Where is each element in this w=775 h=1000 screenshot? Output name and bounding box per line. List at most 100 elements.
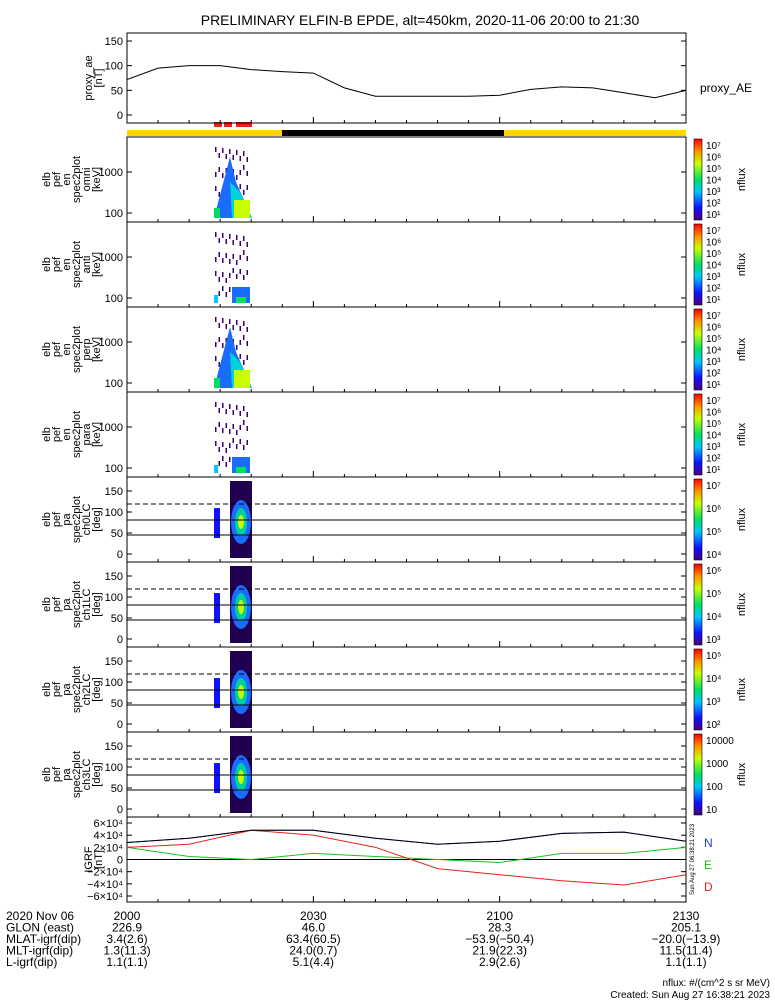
ytick-label: 0: [117, 855, 123, 867]
colorbar-tick: 10⁷: [706, 226, 721, 237]
ylabel-line: pa: [61, 598, 73, 611]
ytick-label: 1000: [99, 167, 123, 179]
colorbar-label: nflux: [736, 762, 748, 786]
ylabel-line: para: [81, 423, 93, 446]
ytick-label: 50: [111, 85, 123, 97]
ylabel-line: [deg]: [91, 762, 103, 786]
colorbar-tick: 10⁴: [706, 612, 721, 623]
ylabel-line: spec2plot: [71, 156, 83, 203]
colorbar-tick: 10³: [706, 635, 721, 646]
pitch-angle-flux: [214, 678, 220, 709]
colorbar-tick: 10³: [706, 357, 721, 368]
ylabel-line: [keV]: [91, 252, 103, 277]
panel-proxy-ae: proxy_ae[nT] 150 100 50 0 proxy_AE: [83, 32, 752, 124]
ytick-label: 6×10⁴: [93, 818, 123, 830]
panel-omni: elbpefenspec2plotomni[keV]100010010⁷10⁶1…: [41, 136, 748, 223]
colorbar-label: nflux: [736, 337, 748, 361]
colorbar-tick: 10⁴: [706, 431, 721, 442]
colorbar: [693, 648, 703, 731]
axis-row-label: L-igrf(dip): [6, 955, 57, 969]
colorbar: [693, 308, 703, 391]
axis-row-label: MLT-igrf(dip): [6, 944, 73, 958]
colorbar-tick: 10³: [706, 272, 721, 283]
axis-row-value: 2130: [673, 909, 700, 923]
ytick-label: 100: [105, 61, 123, 73]
colorbar: [693, 478, 703, 561]
ytick-label: −2×10⁴: [87, 867, 123, 879]
axis-row-value: 2030: [300, 909, 327, 923]
ytick-label: 50: [111, 783, 123, 795]
colorbar-label: nflux: [736, 507, 748, 531]
axis-row-value: 3.4(2.6): [106, 932, 147, 946]
ylabel-line: spec2plot: [71, 496, 83, 543]
colorbar-tick: 10⁵: [706, 164, 721, 175]
panel-frame: [126, 306, 687, 393]
ylabel-line: spec2plot: [71, 241, 83, 288]
ylabel-line: pa: [61, 768, 73, 781]
colorbar: [693, 563, 703, 646]
ylabel-line: elb: [41, 257, 53, 272]
colorbar-label: nflux: [736, 422, 748, 446]
ylabel-line: [keV]: [91, 167, 103, 192]
science-zone-marker: [214, 122, 222, 127]
colorbar-tick: 10³: [706, 187, 721, 198]
ylabel-line: pa: [61, 513, 73, 526]
colorbar-tick: 10²: [706, 284, 721, 295]
colorbar-tick: 10⁷: [706, 311, 721, 322]
axis-row-value: 1.1(1.1): [665, 955, 706, 969]
ylabel-line: elb: [41, 767, 53, 782]
colorbar-label: nflux: [736, 677, 748, 701]
footer-units: nflux: #/(cm^2 s sr MeV): [663, 978, 771, 989]
ytick-label: 150: [105, 571, 123, 583]
igrf-legend-N: N: [704, 836, 713, 850]
colorbar-tick: 10⁵: [706, 419, 721, 430]
ylabel-line: proxy_ae: [83, 55, 95, 100]
ylabel-line: spec2plot: [71, 411, 83, 458]
ytick-label: 150: [105, 656, 123, 668]
colorbar-tick: 10⁴: [706, 674, 721, 685]
ylabel-line: en: [61, 258, 73, 270]
colorbar-tick: 10¹: [706, 380, 721, 391]
axis-row-value: −20.0(−13.9): [652, 932, 721, 946]
ylabel-line: pef: [51, 511, 63, 527]
panel-frame: [126, 136, 687, 223]
colorbar-tick: 10⁴: [706, 176, 721, 187]
orbit-bar-shadow: [282, 130, 504, 136]
colorbar-tick: 10³: [706, 442, 721, 453]
pitch-angle-flux: [214, 508, 220, 539]
ylabel-line: ch3LC: [81, 759, 93, 791]
axis-row-label: MLAT-igrf(dip): [6, 932, 81, 946]
ylabel-line: elb: [41, 427, 53, 442]
ytick-label: −4×10⁴: [87, 879, 123, 891]
ytick-label: 50: [111, 698, 123, 710]
colorbar-tick: 10⁷: [706, 141, 721, 152]
colorbar-tick: 10¹: [706, 295, 721, 306]
ylabel-line: pef: [51, 341, 63, 357]
colorbar-tick: 10⁵: [706, 589, 721, 600]
ytick-label: 1000: [99, 422, 123, 434]
ylabel-line: ch0LC: [81, 504, 93, 536]
colorbar-tick: 10⁷: [706, 481, 721, 492]
ylabel-line: [keV]: [91, 422, 103, 447]
panel-frame: [126, 391, 687, 478]
ylabel-line: elb: [41, 597, 53, 612]
ytick-label: 4×10⁴: [93, 830, 123, 842]
igrf-D-line: [126, 829, 687, 886]
ylabel-line: perp: [81, 338, 93, 360]
ytick-label: 100: [105, 293, 123, 305]
axis-row-value: 1.3(11.3): [103, 944, 150, 958]
ytick-label: 150: [105, 741, 123, 753]
ylabel-line: elb: [41, 512, 53, 527]
ylabel-line: pef: [51, 681, 63, 697]
axis-row-value: 46.0: [302, 921, 326, 935]
axis-row-value: 11.5(11.4): [660, 944, 713, 958]
colorbar-tick: 10²: [706, 369, 721, 380]
axis-row-label: GLON (east): [6, 921, 74, 935]
ylabel-line: [deg]: [91, 592, 103, 616]
ytick-label: 0: [117, 804, 123, 816]
colorbar-tick: 10⁴: [706, 550, 721, 561]
colorbar-tick: 10⁴: [706, 346, 721, 357]
ylabel-line: IGRF: [83, 846, 95, 873]
ylabel-line: pef: [51, 766, 63, 782]
